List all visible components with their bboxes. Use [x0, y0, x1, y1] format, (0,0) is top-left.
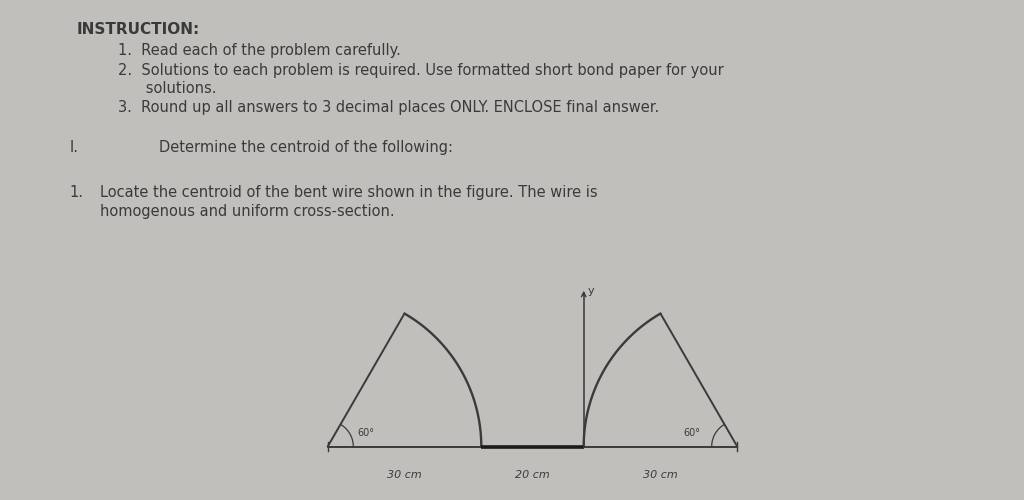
Text: 60°: 60° [357, 428, 375, 438]
Text: homogenous and uniform cross-section.: homogenous and uniform cross-section. [100, 204, 395, 219]
Text: 60°: 60° [684, 428, 700, 438]
Text: 30 cm: 30 cm [643, 470, 678, 480]
Text: Determine the centroid of the following:: Determine the centroid of the following: [159, 140, 453, 155]
Text: Locate the centroid of the bent wire shown in the figure. The wire is: Locate the centroid of the bent wire sho… [100, 185, 598, 200]
Text: 1.  Read each of the problem carefully.: 1. Read each of the problem carefully. [118, 42, 400, 58]
Text: solutions.: solutions. [118, 81, 216, 96]
Text: y: y [588, 286, 594, 296]
Text: 2.  Solutions to each problem is required. Use formatted short bond paper for yo: 2. Solutions to each problem is required… [118, 62, 724, 78]
Text: 3.  Round up all answers to 3 decimal places ONLY. ENCLOSE final answer.: 3. Round up all answers to 3 decimal pla… [118, 100, 659, 115]
Text: INSTRUCTION:: INSTRUCTION: [77, 22, 200, 38]
Text: 20 cm: 20 cm [515, 470, 550, 480]
Text: 1.: 1. [70, 185, 84, 200]
Text: 30 cm: 30 cm [387, 470, 422, 480]
Text: I.: I. [70, 140, 79, 155]
